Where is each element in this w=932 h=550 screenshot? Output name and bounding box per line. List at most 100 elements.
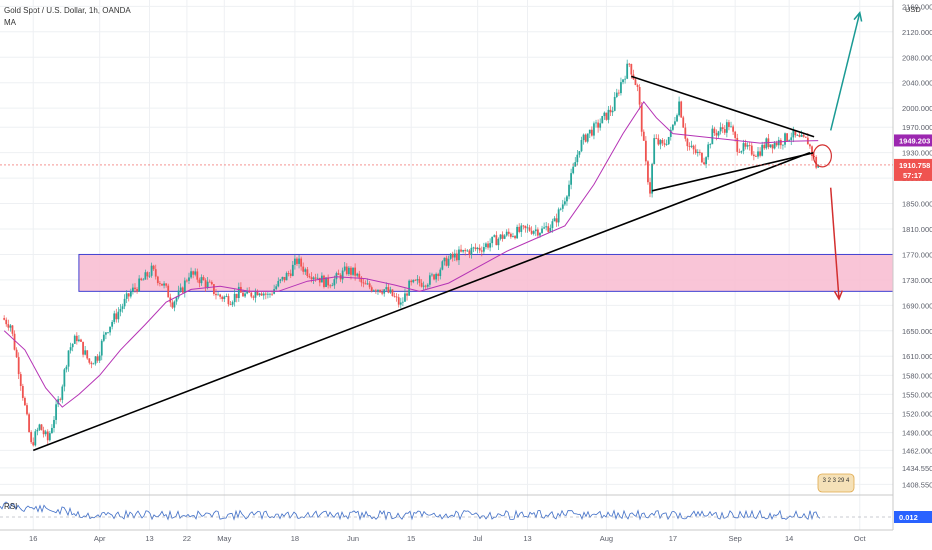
candle-body bbox=[105, 332, 107, 335]
candle-body bbox=[287, 273, 290, 274]
candle-body bbox=[393, 295, 396, 297]
candle-body bbox=[75, 335, 78, 342]
candle-body bbox=[752, 154, 755, 157]
candle-body bbox=[676, 115, 678, 122]
candle-body bbox=[586, 133, 589, 142]
candle-body bbox=[665, 144, 668, 145]
candle-body bbox=[674, 121, 676, 125]
price-tick-label: 2040.000 bbox=[902, 79, 932, 88]
candle-body bbox=[300, 258, 303, 267]
candle-body bbox=[121, 306, 124, 309]
candle-body bbox=[17, 357, 20, 375]
candle-body bbox=[186, 280, 188, 282]
price-tick-label: 2080.000 bbox=[902, 53, 932, 62]
candle-body bbox=[794, 130, 797, 136]
candle-body bbox=[566, 196, 568, 202]
candle-body bbox=[397, 297, 400, 305]
candle-body bbox=[352, 267, 354, 275]
price-tick-label: 2160.000 bbox=[902, 2, 932, 11]
candle-body bbox=[123, 298, 126, 307]
candle-body bbox=[148, 275, 151, 277]
candle-body bbox=[499, 234, 502, 239]
candle-body bbox=[557, 209, 560, 223]
candle-body bbox=[389, 289, 392, 293]
candle-body bbox=[227, 296, 230, 305]
candle-body bbox=[603, 112, 606, 117]
candle-body bbox=[482, 247, 485, 252]
candle-body bbox=[102, 334, 105, 341]
candle-body bbox=[383, 289, 386, 294]
candle-body bbox=[335, 273, 338, 280]
candle-body bbox=[395, 296, 398, 298]
candle-body bbox=[503, 235, 506, 239]
candle-body bbox=[728, 122, 730, 127]
candle-body bbox=[144, 272, 147, 280]
candle-body bbox=[765, 138, 768, 149]
candle-body bbox=[96, 356, 99, 361]
candle-body bbox=[644, 140, 647, 162]
price-tick-label: 1434.550 bbox=[902, 464, 932, 473]
candle-body bbox=[372, 290, 375, 292]
candle-body bbox=[532, 231, 535, 234]
candle-body bbox=[588, 129, 591, 134]
candle-body bbox=[208, 281, 211, 283]
candle-body bbox=[129, 291, 132, 297]
candle-body bbox=[418, 279, 421, 283]
candle-body bbox=[657, 138, 660, 145]
candle-body bbox=[462, 249, 465, 252]
candle-body bbox=[107, 332, 109, 334]
price-tick-label: 1520.000 bbox=[902, 409, 932, 418]
candle-body bbox=[422, 285, 425, 287]
candle-body bbox=[663, 143, 666, 145]
candle-body bbox=[262, 293, 265, 296]
candle-body bbox=[520, 225, 523, 232]
candle-body bbox=[580, 140, 583, 152]
candle-body bbox=[464, 249, 467, 252]
candle-body bbox=[786, 133, 788, 142]
candle-body bbox=[38, 424, 41, 430]
candle-body bbox=[524, 225, 527, 229]
candle-body bbox=[568, 184, 570, 197]
candle-body bbox=[188, 277, 190, 281]
candle-body bbox=[572, 166, 575, 174]
candle-body bbox=[701, 152, 703, 163]
candle-body bbox=[512, 236, 514, 237]
candle-body bbox=[181, 287, 184, 293]
candle-body bbox=[563, 201, 566, 205]
candle-body bbox=[788, 140, 791, 142]
candle-body bbox=[516, 226, 519, 239]
candle-body bbox=[705, 157, 707, 165]
candle-body bbox=[177, 290, 180, 298]
candle-body bbox=[175, 297, 178, 302]
candle-body bbox=[607, 109, 610, 120]
candle-body bbox=[713, 128, 716, 134]
candle-body bbox=[497, 238, 500, 246]
rsi-label: RSI bbox=[4, 502, 17, 511]
candle-body bbox=[804, 136, 807, 138]
candle-body bbox=[680, 101, 683, 118]
price-axis[interactable]: 2160.000 2120.000 2080.000 2040.000 2000.000… bbox=[892, 0, 932, 530]
candle-body bbox=[285, 273, 288, 281]
candle-body bbox=[522, 225, 525, 227]
candle-body bbox=[528, 227, 531, 231]
candle-body bbox=[593, 123, 595, 136]
time-tick-label: 16 bbox=[29, 534, 37, 543]
candle-body bbox=[34, 431, 37, 446]
candle-body bbox=[609, 109, 612, 113]
candle-body bbox=[742, 143, 745, 152]
candle-body bbox=[53, 419, 55, 428]
candle-body bbox=[734, 131, 737, 138]
candle-body bbox=[356, 273, 359, 276]
candle-body bbox=[80, 339, 82, 342]
candle-body bbox=[551, 221, 554, 228]
candle-body bbox=[721, 127, 724, 130]
candle-body bbox=[183, 280, 186, 293]
candle-body bbox=[246, 290, 249, 294]
time-axis[interactable]: 16 Apr 13 22 May 18 Jun 15 Jul 13 Aug 17 Sep 14 Oct bbox=[0, 529, 893, 543]
candle-body bbox=[439, 269, 442, 277]
time-tick-label: 15 bbox=[407, 534, 415, 543]
up-arrow-shaft bbox=[829, 12, 861, 131]
candle-body bbox=[304, 269, 307, 272]
candle-body bbox=[759, 151, 761, 156]
